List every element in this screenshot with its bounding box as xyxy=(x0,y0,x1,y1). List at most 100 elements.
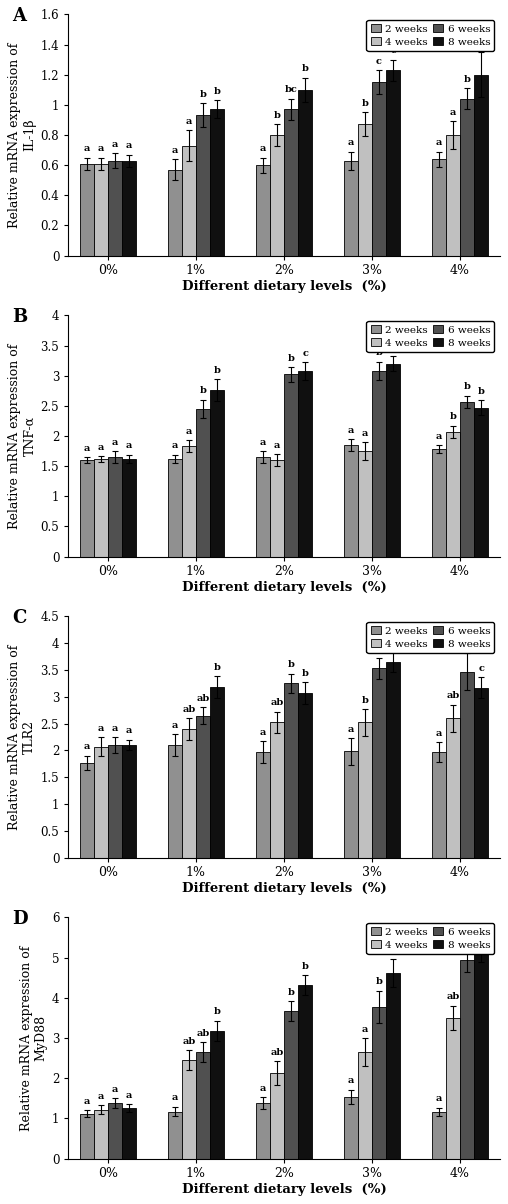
Text: ab: ab xyxy=(447,992,460,1002)
Text: b: b xyxy=(214,663,220,672)
Bar xyxy=(94,746,108,857)
Bar xyxy=(168,745,182,857)
Text: a: a xyxy=(260,1084,266,1093)
Bar xyxy=(372,668,386,857)
Bar xyxy=(256,165,270,255)
Text: b: b xyxy=(302,962,308,970)
Bar xyxy=(432,752,446,857)
Text: c: c xyxy=(302,349,308,358)
Bar xyxy=(446,135,460,255)
Text: a: a xyxy=(84,144,90,153)
Bar xyxy=(474,950,488,1158)
Bar xyxy=(432,159,446,255)
Bar xyxy=(372,82,386,255)
Text: a: a xyxy=(112,438,118,447)
Text: a: a xyxy=(126,442,132,450)
Text: bc: bc xyxy=(284,85,297,94)
Text: b: b xyxy=(302,64,308,73)
Bar xyxy=(386,70,400,255)
Bar xyxy=(196,715,210,857)
Text: b: b xyxy=(464,382,470,391)
Bar xyxy=(94,164,108,255)
Text: b: b xyxy=(478,39,485,48)
Bar xyxy=(270,1073,284,1158)
Text: B: B xyxy=(12,308,27,326)
Text: a: a xyxy=(450,108,456,117)
Bar xyxy=(460,672,474,857)
Text: a: a xyxy=(84,1097,90,1106)
Text: c: c xyxy=(390,343,396,352)
Bar xyxy=(460,402,474,556)
Text: ab: ab xyxy=(182,704,196,714)
Y-axis label: Relative mRNA expression of
IL-1β: Relative mRNA expression of IL-1β xyxy=(8,42,37,228)
Text: c: c xyxy=(390,639,396,648)
Text: a: a xyxy=(436,1094,442,1103)
Bar xyxy=(298,372,312,556)
Bar xyxy=(386,973,400,1158)
Bar xyxy=(344,445,358,556)
Text: b: b xyxy=(214,87,220,96)
Bar xyxy=(344,1097,358,1158)
Bar xyxy=(446,719,460,857)
Text: a: a xyxy=(126,1091,132,1100)
Text: a: a xyxy=(260,728,266,737)
Bar xyxy=(196,1052,210,1158)
Text: a: a xyxy=(84,444,90,453)
Bar xyxy=(196,409,210,556)
Text: b: b xyxy=(288,354,295,362)
Text: A: A xyxy=(12,7,26,25)
Text: b: b xyxy=(214,366,220,374)
Text: a: a xyxy=(172,146,178,155)
Text: a: a xyxy=(98,144,104,153)
Text: a: a xyxy=(436,432,442,441)
Bar xyxy=(344,160,358,255)
Bar xyxy=(256,458,270,556)
Text: D: D xyxy=(12,910,28,928)
Bar xyxy=(298,694,312,857)
Bar xyxy=(122,459,136,556)
Text: a: a xyxy=(98,443,104,452)
Text: b: b xyxy=(464,75,470,84)
Bar xyxy=(196,116,210,255)
Text: a: a xyxy=(260,438,266,447)
Text: ab: ab xyxy=(197,1028,210,1038)
Text: c: c xyxy=(390,46,396,55)
Bar xyxy=(122,160,136,255)
Text: b: b xyxy=(478,386,485,396)
Text: ab: ab xyxy=(270,698,283,708)
Bar xyxy=(182,447,196,556)
Bar xyxy=(210,390,224,556)
Bar xyxy=(298,90,312,255)
Bar xyxy=(372,1007,386,1158)
Text: a: a xyxy=(112,1085,118,1094)
Bar xyxy=(358,1052,372,1158)
Text: a: a xyxy=(362,1025,368,1033)
Legend: 2 weeks, 4 weeks, 6 weeks, 8 weeks: 2 weeks, 4 weeks, 6 weeks, 8 weeks xyxy=(366,922,494,954)
Legend: 2 weeks, 4 weeks, 6 weeks, 8 weeks: 2 weeks, 4 weeks, 6 weeks, 8 weeks xyxy=(366,19,494,51)
Bar xyxy=(344,751,358,857)
Text: b: b xyxy=(362,696,368,704)
Text: c: c xyxy=(376,644,382,654)
Text: ab: ab xyxy=(270,1047,283,1057)
Bar xyxy=(80,460,94,556)
Text: a: a xyxy=(98,724,104,732)
Bar xyxy=(94,1110,108,1158)
Bar xyxy=(474,408,488,556)
Bar xyxy=(270,135,284,255)
Bar xyxy=(108,160,122,255)
Text: a: a xyxy=(84,743,90,751)
X-axis label: Different dietary levels  (%): Different dietary levels (%) xyxy=(181,881,387,895)
Bar xyxy=(284,684,298,857)
Text: a: a xyxy=(172,1093,178,1103)
Bar xyxy=(108,458,122,556)
Bar xyxy=(210,687,224,857)
Text: a: a xyxy=(260,144,266,153)
Bar xyxy=(298,985,312,1158)
Text: b: b xyxy=(214,1008,220,1016)
Text: b: b xyxy=(375,978,383,986)
Text: bc: bc xyxy=(461,934,473,943)
Bar xyxy=(182,146,196,255)
Bar xyxy=(432,449,446,556)
Bar xyxy=(80,164,94,255)
Y-axis label: Relative mRNA expression of
MyD88: Relative mRNA expression of MyD88 xyxy=(20,945,48,1131)
